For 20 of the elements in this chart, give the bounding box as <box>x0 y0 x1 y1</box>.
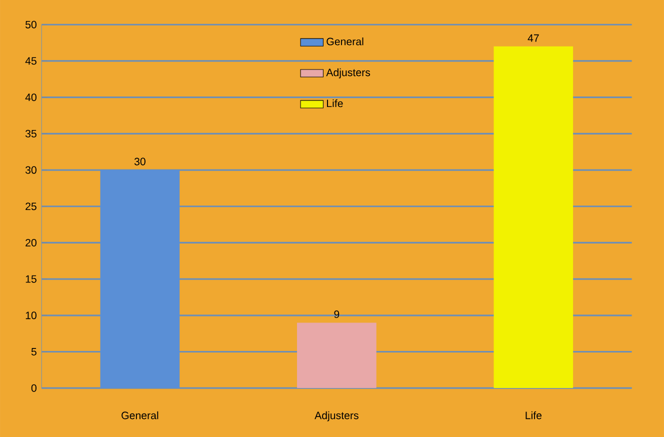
y-tick-label: 40 <box>25 93 36 101</box>
x-tick-label: General <box>122 411 158 420</box>
data-label: 30 <box>134 158 146 166</box>
data-label: 9 <box>334 310 340 318</box>
y-tick-label: 20 <box>26 238 36 246</box>
x-tick-label: Life <box>526 411 542 420</box>
y-tick-label: 10 <box>26 312 36 320</box>
y-tick-label: 15 <box>26 275 36 283</box>
x-tick-label: Adjusters <box>314 411 358 422</box>
data-label: 47 <box>528 34 539 42</box>
y-tick-label: 30 <box>25 166 36 174</box>
legend-label: Adjusters <box>326 68 370 78</box>
y-tick-label: 25 <box>26 202 36 210</box>
y-tick-label: 0 <box>31 384 36 392</box>
y-tick-label: 45 <box>25 57 36 65</box>
y-tick-label: 50 <box>25 20 36 28</box>
y-tick-label: 5 <box>31 348 36 356</box>
y-tick-label: 35 <box>25 130 36 138</box>
legend-label: General <box>326 37 364 46</box>
legend-label: Life <box>327 99 343 108</box>
